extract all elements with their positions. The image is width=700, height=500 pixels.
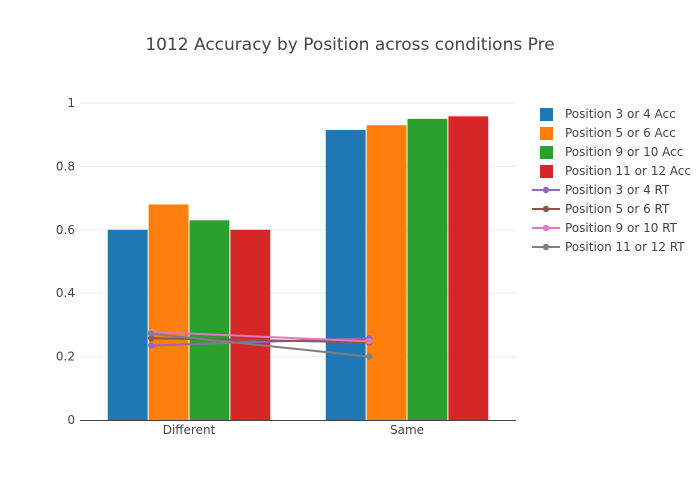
rt-line[interactable]	[151, 330, 370, 343]
legend-label: Position 11 or 12 RT	[565, 240, 685, 254]
legend-label: Position 9 or 10 Acc	[565, 145, 683, 159]
y-tick-label: 0	[67, 413, 75, 427]
bar[interactable]	[230, 229, 271, 420]
legend-item[interactable]: Position 5 or 6 Acc	[540, 126, 676, 140]
y-tick-label: 0.8	[56, 159, 75, 173]
y-tick-label: 0.4	[56, 286, 75, 300]
x-tick-label: Different	[163, 423, 216, 437]
legend-label: Position 5 or 6 Acc	[565, 126, 676, 140]
bar[interactable]	[448, 116, 489, 421]
legend-marker	[542, 243, 550, 251]
bar[interactable]	[407, 118, 448, 420]
rt-line[interactable]	[151, 337, 370, 344]
x-tick-label: Same	[390, 423, 424, 437]
bar[interactable]	[107, 229, 148, 420]
y-axis-ticks: 0 0.2 0.4 0.6 0.8 1	[56, 96, 75, 427]
legend-marker	[542, 205, 550, 213]
rt-point[interactable]	[148, 342, 155, 349]
legend-item[interactable]: Position 11 or 12 Acc	[540, 164, 691, 178]
legend-item[interactable]: Position 3 or 4 RT	[532, 183, 670, 197]
legend-label: Position 3 or 4 Acc	[565, 107, 676, 121]
legend-swatch	[540, 127, 553, 140]
legend-swatch	[540, 146, 553, 159]
y-tick-label: 1	[67, 96, 75, 110]
rt-lines	[148, 328, 373, 360]
bar[interactable]	[189, 220, 230, 420]
legend-item[interactable]: Position 9 or 10 RT	[532, 221, 678, 235]
legend-label: Position 5 or 6 RT	[565, 202, 670, 216]
bar[interactable]	[148, 204, 189, 420]
rt-point[interactable]	[366, 338, 373, 345]
legend-item[interactable]: Position 3 or 4 Acc	[540, 107, 676, 121]
y-tick-label: 0.6	[56, 223, 75, 237]
bar[interactable]	[366, 125, 407, 420]
legend-label: Position 9 or 10 RT	[565, 221, 678, 235]
bar[interactable]	[325, 129, 366, 420]
legend[interactable]: Position 3 or 4 Acc Position 5 or 6 Acc Po…	[532, 107, 691, 254]
legend-item[interactable]: Position 5 or 6 RT	[532, 202, 670, 216]
legend-label: Position 3 or 4 RT	[565, 183, 670, 197]
legend-marker	[542, 186, 550, 194]
rt-point[interactable]	[366, 353, 373, 360]
legend-item[interactable]: Position 11 or 12 RT	[532, 240, 685, 254]
rt-point[interactable]	[148, 335, 155, 342]
y-tick-label: 0.2	[56, 350, 75, 364]
legend-swatch	[540, 108, 553, 121]
x-axis: Different Same	[80, 420, 516, 437]
legend-label: Position 11 or 12 Acc	[565, 164, 691, 178]
legend-item[interactable]: Position 9 or 10 Acc	[540, 145, 683, 159]
legend-swatch	[540, 165, 553, 178]
bars	[107, 116, 489, 421]
chart-title: 1012 Accuracy by Position across conditi…	[145, 35, 554, 55]
legend-marker	[542, 224, 550, 232]
rt-line[interactable]	[151, 332, 370, 358]
rt-point[interactable]	[148, 330, 155, 337]
